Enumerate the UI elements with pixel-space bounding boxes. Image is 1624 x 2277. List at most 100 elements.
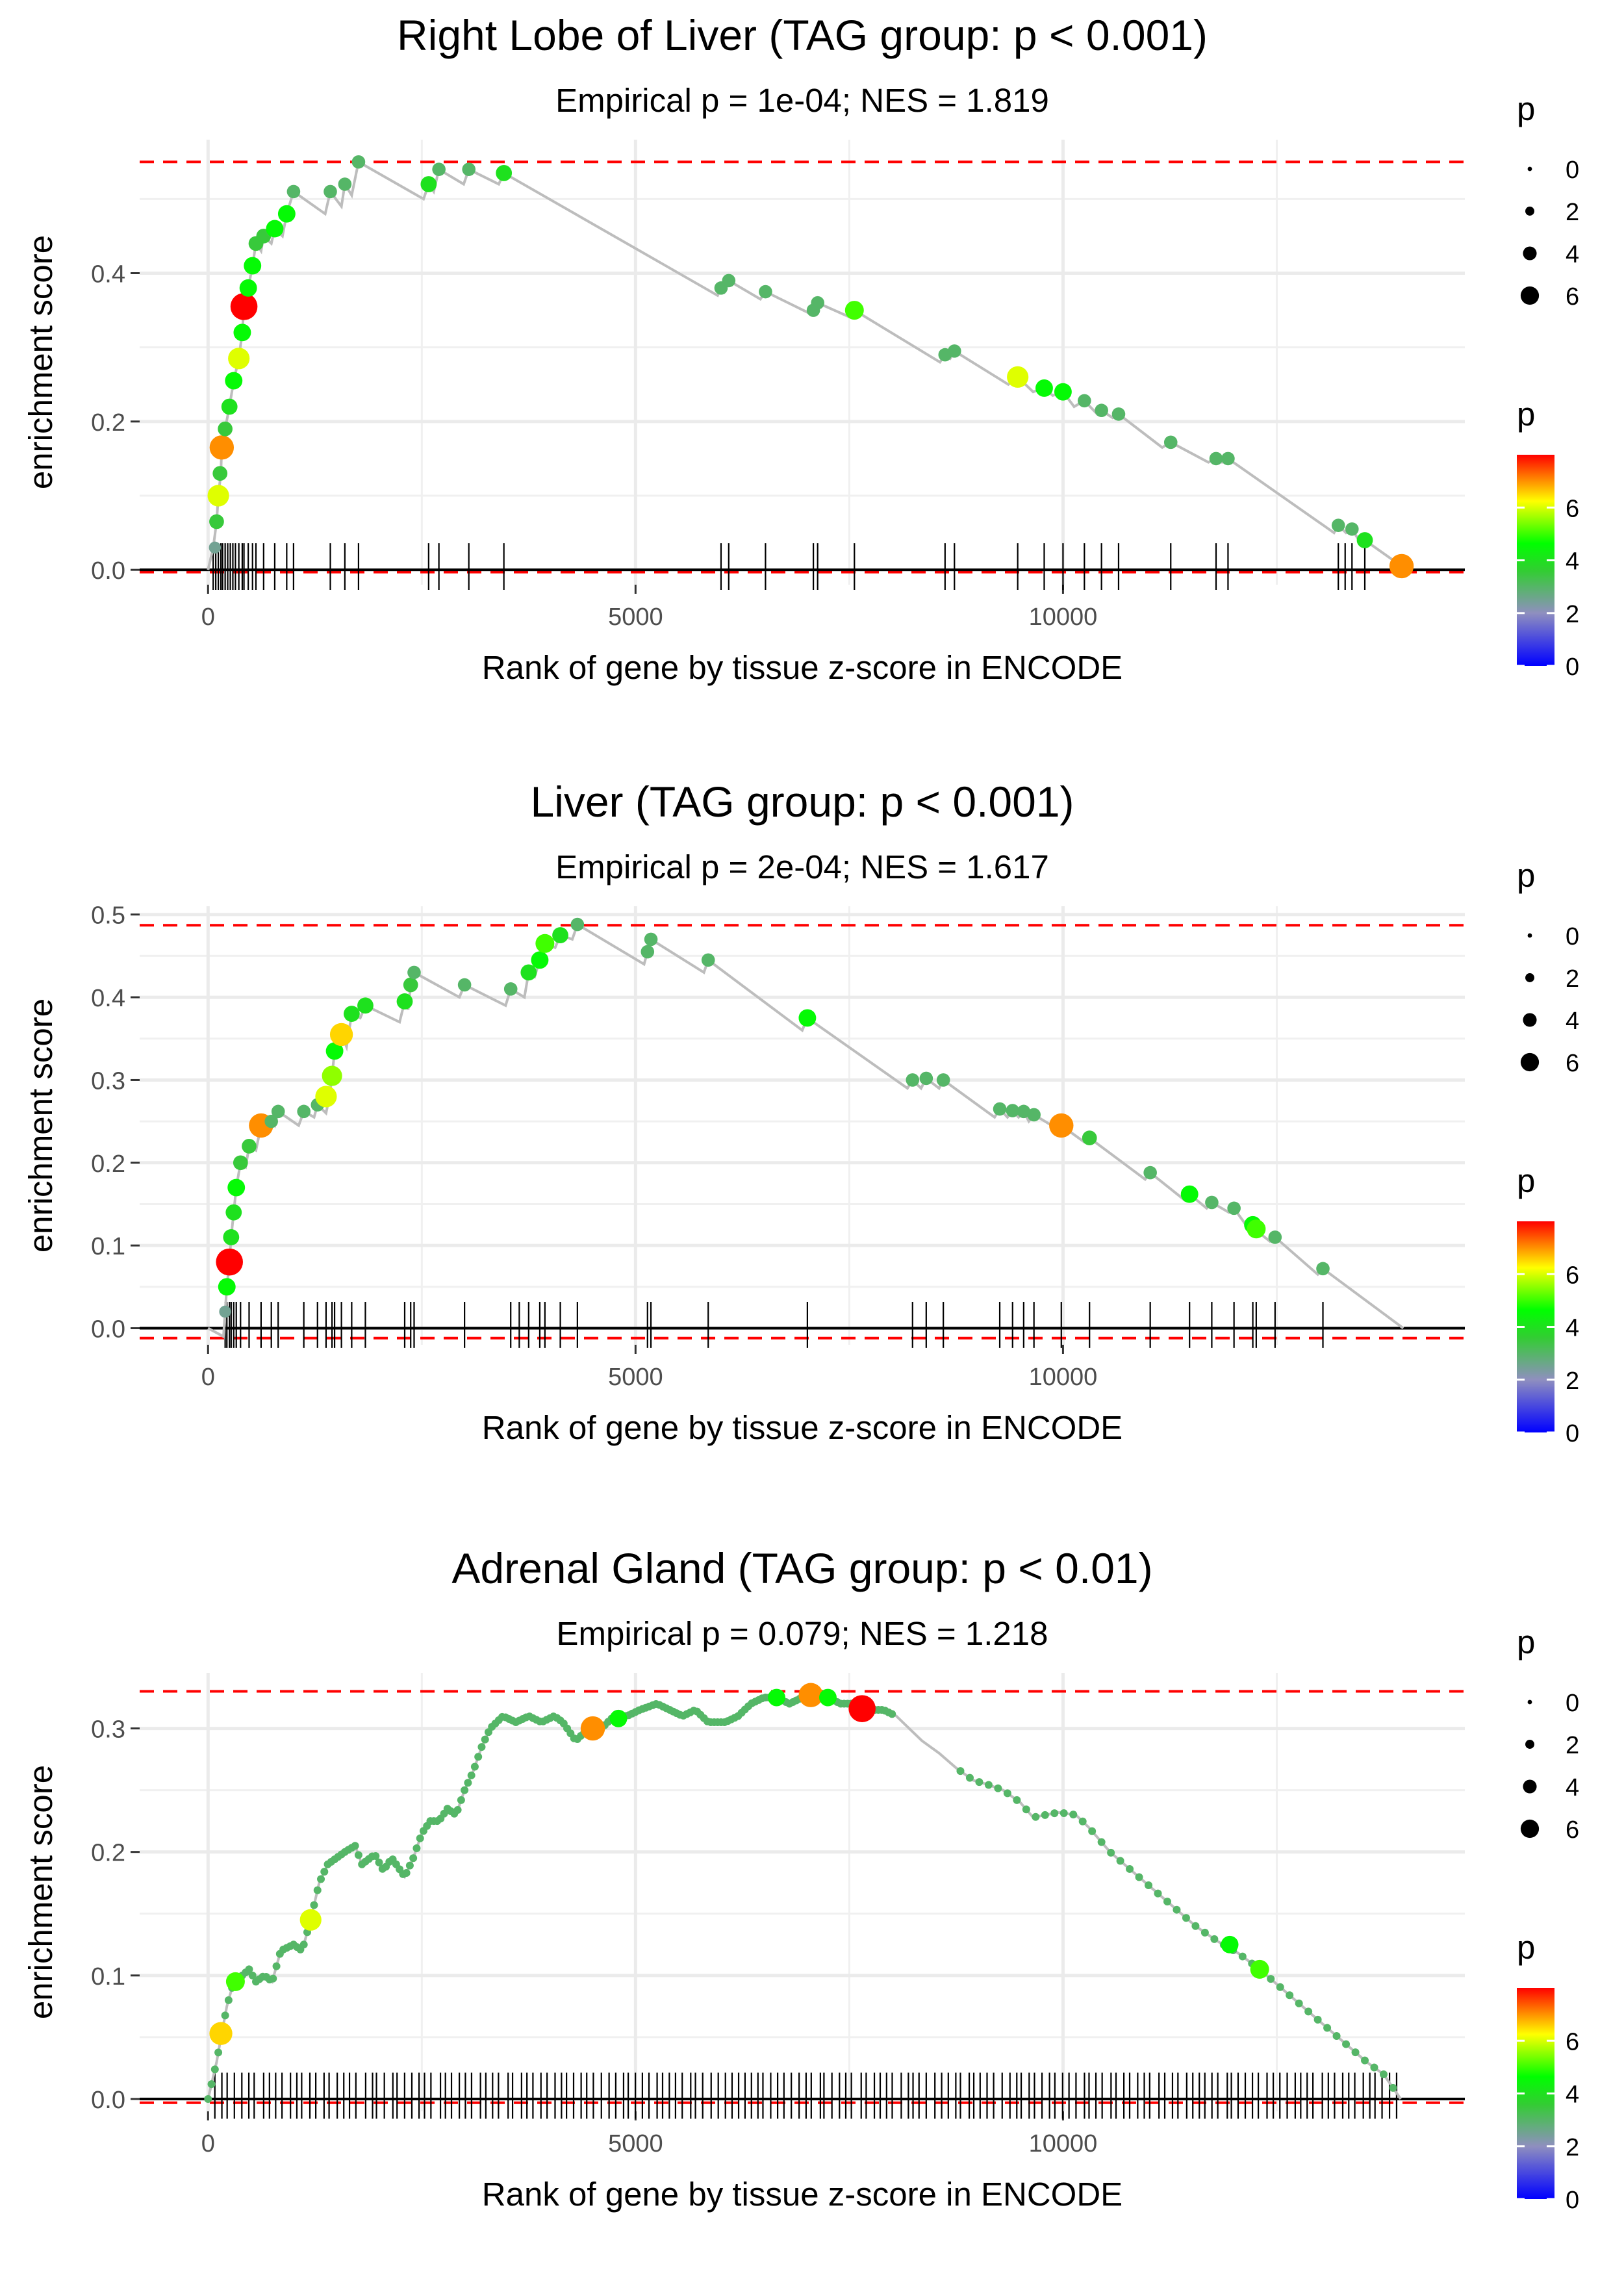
trace-point — [1088, 1827, 1097, 1835]
trace-point — [474, 1753, 483, 1761]
hit-point — [286, 184, 301, 199]
trace-point — [1361, 2056, 1369, 2065]
trace-point — [1389, 2083, 1397, 2092]
hit-point — [722, 273, 736, 288]
trace-point — [416, 1834, 424, 1842]
trace-point — [1191, 1922, 1200, 1930]
trace-point — [1295, 1999, 1303, 2007]
trace-point — [1145, 1881, 1153, 1890]
colorbar-label: 0 — [1566, 654, 1579, 681]
trace-point — [375, 1858, 383, 1866]
hit-point — [936, 1073, 950, 1087]
colorbar-label: 4 — [1566, 548, 1579, 576]
hit-point — [819, 1688, 837, 1707]
x-tick-label: 10000 — [1029, 604, 1098, 631]
x-axis-title: Rank of gene by tissue z-score in ENCODE — [482, 1409, 1123, 1446]
trace-point — [1182, 1914, 1190, 1922]
trace-point — [453, 1806, 462, 1814]
hit-point — [811, 296, 824, 310]
x-tick-label: 0 — [201, 604, 215, 631]
hit-point — [325, 1042, 344, 1060]
trace-point — [975, 1778, 983, 1787]
hit-point — [329, 1023, 353, 1047]
hit-point — [219, 1305, 231, 1318]
hit-point — [239, 279, 257, 297]
chart-title: Right Lobe of Liver (TAG group: p < 0.00… — [397, 11, 1208, 59]
trace-point — [1200, 1928, 1209, 1937]
hit-point — [919, 1071, 933, 1086]
size-legend-label: 0 — [1566, 157, 1579, 184]
hit-point — [351, 155, 366, 169]
hit-point — [216, 1248, 243, 1276]
size-legend-label: 2 — [1566, 965, 1579, 993]
hit-point — [1316, 1262, 1330, 1276]
hit-point — [1227, 1201, 1241, 1215]
x-tick-label: 5000 — [608, 604, 663, 631]
trace-point — [1342, 2040, 1351, 2048]
es-curve — [207, 160, 1402, 570]
trace-point — [1078, 1817, 1087, 1825]
trace-point — [221, 2011, 229, 2020]
hit-point — [315, 1086, 337, 1108]
trace-point — [965, 1774, 974, 1782]
y-tick-label: 0.4 — [91, 261, 125, 288]
trace-point — [1135, 1873, 1143, 1881]
size-legend-key — [1520, 1052, 1540, 1072]
hit-point — [1054, 383, 1072, 401]
hit-point — [1205, 1195, 1219, 1210]
hit-point — [1007, 366, 1029, 388]
x-tick-label: 10000 — [1029, 1364, 1098, 1391]
hit-point — [1221, 1935, 1239, 1953]
trace-point — [248, 1971, 257, 1979]
hit-point — [1268, 1230, 1282, 1244]
trace-point — [1238, 1952, 1247, 1961]
size-legend-key — [1527, 933, 1532, 938]
hit-point — [535, 934, 555, 953]
trace-point — [1173, 1905, 1181, 1914]
trace-point — [477, 1743, 486, 1751]
trace-point — [1126, 1864, 1134, 1873]
trace-point — [1041, 1811, 1049, 1819]
trace-point — [299, 1940, 308, 1949]
size-legend-key — [1523, 246, 1537, 261]
hit-point — [520, 964, 537, 981]
trace-point — [320, 1868, 329, 1876]
y-tick-label: 0.0 — [91, 1316, 125, 1343]
colorbar-label: 2 — [1566, 2134, 1579, 2161]
y-tick-label: 0.4 — [91, 985, 125, 1012]
trace-point — [1069, 1811, 1078, 1819]
trace-point — [888, 1710, 896, 1718]
hit-point — [1356, 532, 1373, 548]
hit-point — [1078, 394, 1091, 408]
trace-point — [470, 1762, 479, 1771]
panel-2: Liver (TAG group: p < 0.001) Empirical p … — [22, 778, 1579, 1447]
trace-point — [1267, 1975, 1275, 1983]
colorbar-label: 0 — [1566, 1420, 1579, 1447]
hit-point — [1389, 553, 1414, 579]
trace-point — [1379, 2070, 1388, 2078]
size-legend-key — [1523, 1779, 1537, 1794]
size-legend-label: 2 — [1566, 1732, 1579, 1759]
colorbar-label: 4 — [1566, 2081, 1579, 2109]
size-legend-key — [1523, 1013, 1537, 1027]
size-legend-title: p — [1517, 1623, 1535, 1660]
hit-point — [947, 344, 961, 358]
size-legend-title: p — [1517, 857, 1535, 894]
hit-point — [644, 932, 658, 947]
y-tick-label: 0.1 — [91, 1233, 125, 1260]
hit-point — [552, 927, 568, 943]
hit-point — [1331, 518, 1345, 532]
trace-point — [1276, 1983, 1284, 1991]
hit-point — [457, 978, 472, 992]
hit-point — [277, 205, 296, 223]
x-axis-title: Rank of gene by tissue z-score in ENCODE — [482, 2176, 1123, 2213]
size-legend-key — [1525, 1740, 1534, 1749]
y-tick-label: 0.0 — [91, 2087, 125, 2114]
hit-point — [228, 348, 250, 370]
hit-point — [266, 220, 284, 238]
y-axis-title: enrichment score — [22, 235, 59, 489]
hit-point — [212, 466, 228, 481]
hit-point — [570, 917, 585, 932]
size-legend-key — [1527, 1699, 1532, 1705]
hit-point — [1143, 1165, 1157, 1180]
